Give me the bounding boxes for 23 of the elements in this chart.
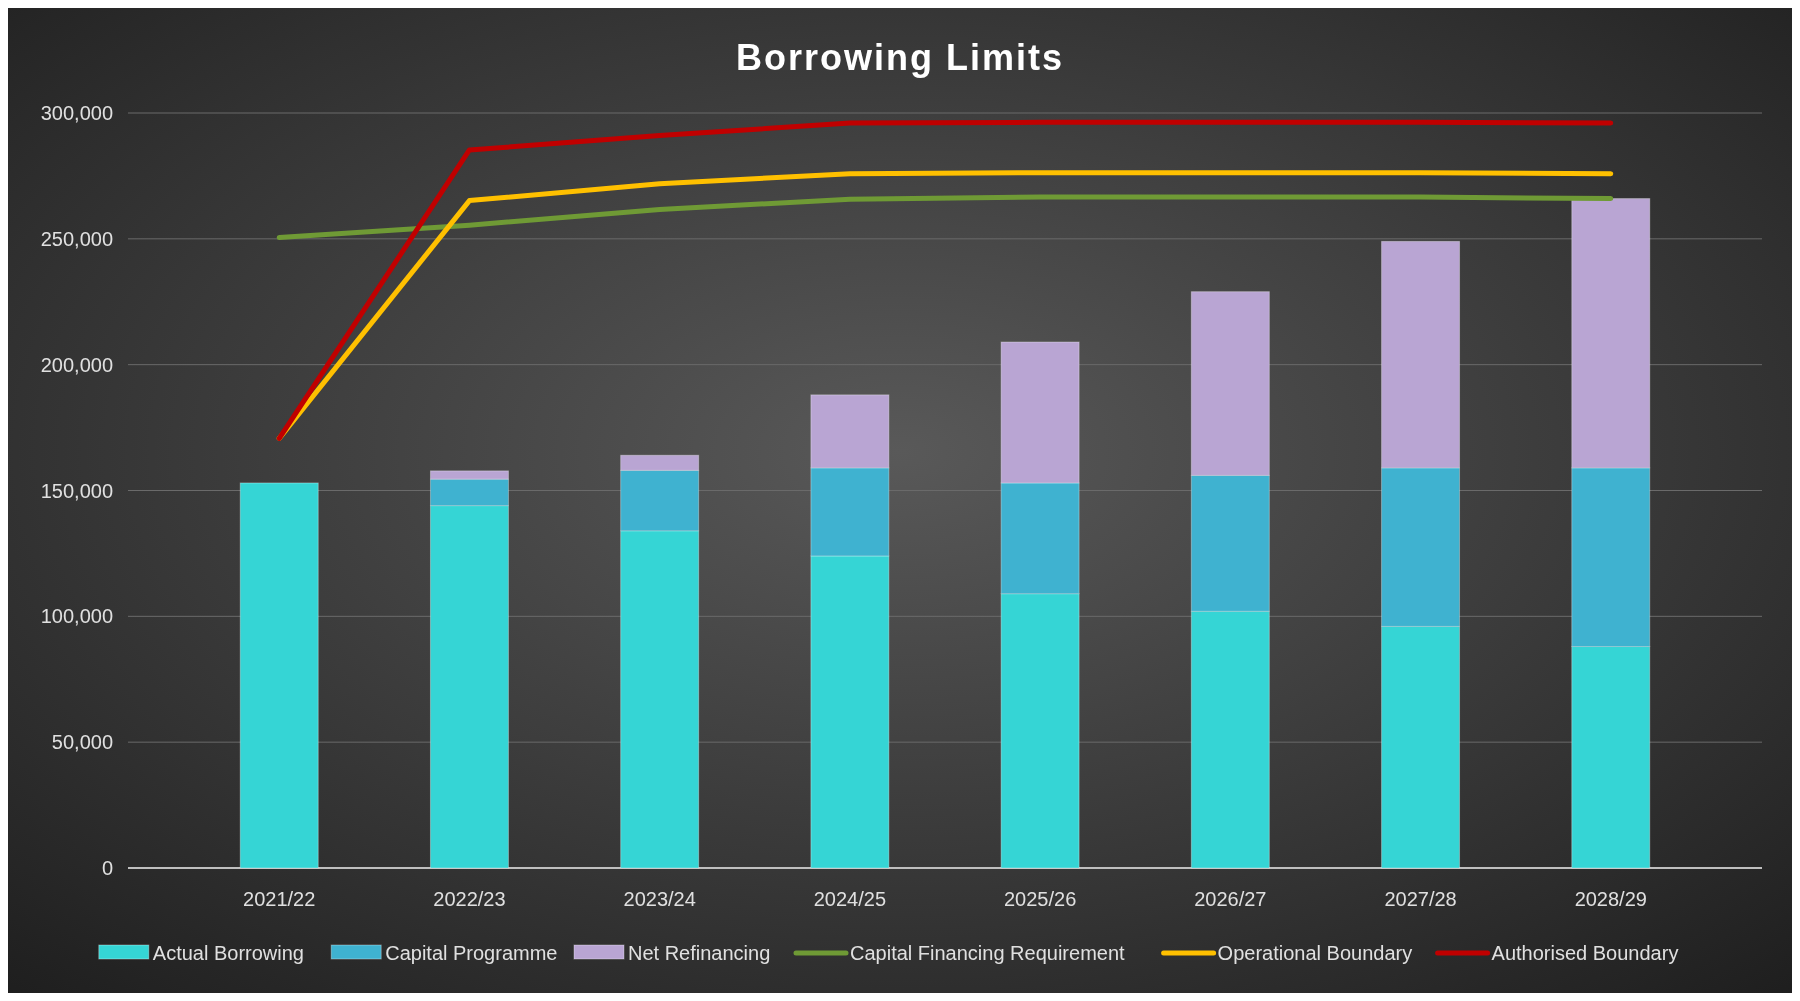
y-tick-label: 200,000: [40, 353, 113, 376]
y-tick-label: 150,000: [40, 479, 113, 502]
x-tick-label: 2022/23: [433, 888, 506, 910]
legend-label: Capital Programme: [385, 942, 558, 964]
y-tick-label: 50,000: [51, 731, 113, 754]
y-tick-label: 300,000: [40, 102, 113, 124]
y-tick-label: 0: [101, 857, 113, 879]
x-tick-label: 2023/24: [623, 888, 696, 910]
x-tick-label: 2025/26: [1003, 888, 1077, 910]
chart-title: Borrowing Limits: [736, 37, 1064, 78]
x-tick-label: 2026/27: [1194, 888, 1267, 910]
x-tick-label: 2021/22: [243, 888, 316, 910]
legend-label: Authorised Boundary: [1491, 942, 1679, 964]
legend-label: Actual Borrowing: [152, 942, 304, 964]
legend-label: Net Refinancing: [628, 942, 771, 964]
x-tick-label: 2028/29: [1574, 888, 1647, 910]
y-tick-label: 100,000: [40, 605, 113, 628]
x-tick-label: 2027/28: [1384, 888, 1457, 910]
bar: [239, 482, 319, 869]
legend-label: Operational Boundary: [1217, 942, 1413, 964]
y-tick-label: 250,000: [40, 227, 113, 250]
x-tick-label: 2024/25: [813, 888, 887, 910]
legend-label: Capital Financing Requirement: [850, 942, 1126, 964]
